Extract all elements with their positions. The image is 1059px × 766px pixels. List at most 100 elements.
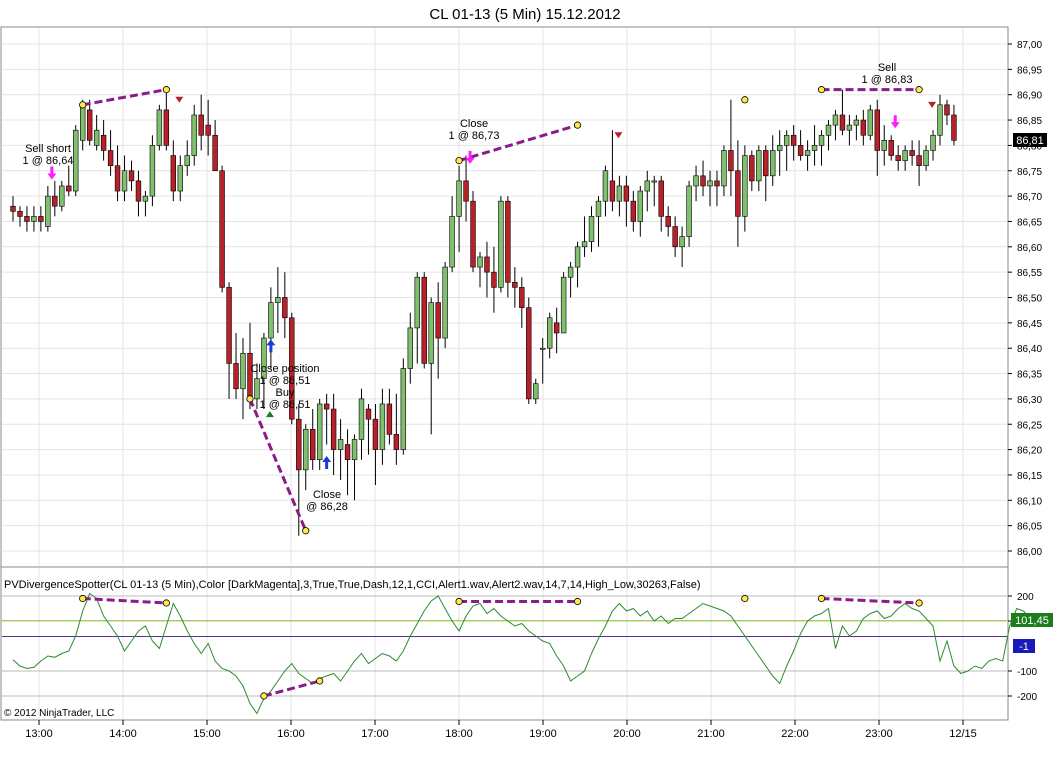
divergence-point (915, 86, 923, 94)
candle-body (470, 200, 476, 268)
candle-body (888, 140, 894, 156)
candle (867, 104, 874, 141)
candle (184, 140, 190, 176)
divergence-line (458, 123, 579, 163)
candle (10, 196, 16, 222)
candle (477, 251, 483, 288)
candle-body (846, 124, 853, 131)
candle (505, 196, 511, 298)
price-tick-label: 86,05 (1017, 522, 1042, 533)
candle (358, 388, 365, 460)
candle (323, 393, 330, 445)
candle-body (386, 403, 393, 435)
candle (226, 282, 232, 399)
divergence-point (455, 597, 463, 606)
candle-body (73, 129, 79, 192)
candle (407, 312, 413, 384)
candle (107, 130, 114, 176)
candle (902, 145, 908, 171)
candle (909, 140, 915, 166)
candle (790, 125, 797, 161)
candle-body (31, 216, 37, 222)
candle-body (45, 195, 51, 227)
divergence-line (821, 597, 920, 605)
indicator-signal-box (1013, 639, 1035, 653)
candle-body (344, 444, 351, 461)
time-tick-label: 15:00 (193, 728, 221, 740)
price-tick-label: 86,50 (1017, 294, 1042, 305)
candle (212, 120, 218, 172)
candle-body (679, 236, 685, 248)
candle-body (463, 180, 469, 202)
candle-body (825, 124, 832, 136)
candle-body (303, 429, 309, 471)
candle (442, 262, 448, 349)
candle (944, 99, 950, 126)
candle (665, 206, 671, 237)
trade-label: Close (313, 489, 341, 501)
candle (804, 140, 811, 171)
price-tick-label: 86,00 (1017, 547, 1042, 558)
candle (198, 94, 204, 151)
candle-body (449, 216, 455, 268)
candle-body (414, 276, 420, 329)
candle (783, 130, 790, 171)
candle-body (951, 114, 957, 141)
candle (776, 130, 783, 176)
divergence-point (817, 86, 826, 94)
candle-body (219, 170, 225, 288)
candle-body (205, 124, 211, 136)
trade-label: 1 @ 86,64 (23, 155, 74, 167)
divergence-lines (79, 86, 923, 700)
candle (602, 165, 609, 217)
candle (742, 145, 748, 232)
indicator-panel[interactable] (0, 566, 1009, 721)
indicator-tick-label: -200 (1017, 692, 1037, 703)
candle (421, 272, 427, 369)
candle (560, 272, 567, 334)
time-axis: 13:00 14:00 15:00 16:00 17:00 18:00 19:00 20:00… (25, 720, 977, 740)
candle (59, 180, 65, 212)
candle-body (191, 114, 197, 156)
candle-body (526, 307, 532, 400)
candle (888, 135, 894, 161)
candle-body (316, 403, 323, 461)
indicator-value-label: 101,45 (1015, 615, 1049, 627)
candle (121, 155, 128, 202)
indicator-label: PVDivergenceSpotter(CL 01-13 (5 Min),Col… (4, 579, 701, 591)
candle (45, 185, 51, 232)
price-tick-label: 86,95 (1017, 65, 1042, 76)
trade-label: 1 @ 86,51 (260, 399, 311, 411)
candle (219, 165, 225, 293)
candle (707, 170, 713, 207)
candle (930, 130, 936, 161)
price-tick-label: 86,30 (1017, 395, 1042, 406)
candle-body (289, 317, 295, 420)
candle-body (233, 363, 239, 390)
candle (73, 125, 79, 197)
candle-body (114, 165, 121, 192)
candle-body (763, 150, 769, 177)
candle (142, 191, 149, 217)
price-tick-label: 86,25 (1017, 420, 1042, 431)
candle-body (811, 145, 818, 151)
candle (484, 241, 490, 298)
candle-body (121, 170, 128, 192)
candle-body (310, 429, 316, 461)
candle (233, 332, 239, 399)
candle-body (358, 398, 365, 440)
candle (268, 287, 274, 369)
candle-body (184, 155, 190, 166)
candle (839, 89, 846, 136)
last-price-box (1013, 133, 1047, 147)
last-price-label: 86,81 (1016, 135, 1044, 147)
candle-body (282, 297, 288, 319)
time-tick-label: 18:00 (445, 728, 473, 740)
time-tick-label: 13:00 (25, 728, 53, 740)
candle (860, 109, 867, 146)
price-tick-label: 86,45 (1017, 319, 1042, 330)
candle-body (400, 368, 407, 450)
candle-body (484, 256, 490, 273)
candle (756, 145, 762, 192)
